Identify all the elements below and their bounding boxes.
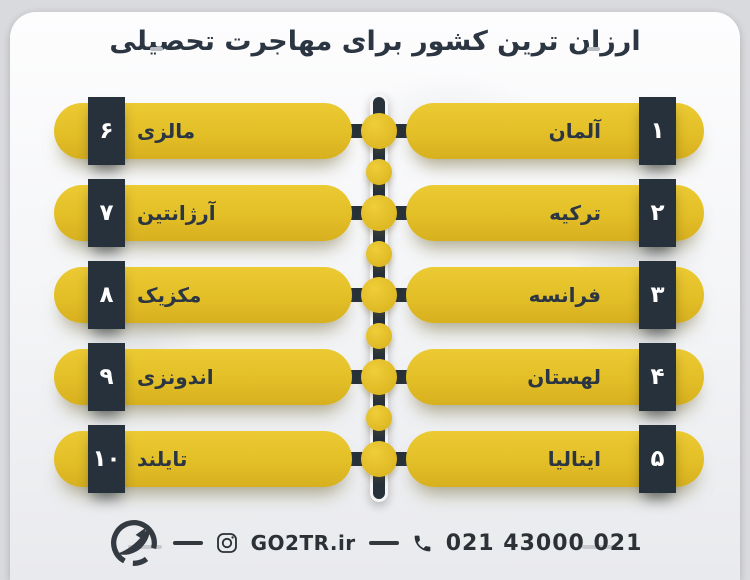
country-label: لهستان — [527, 365, 601, 389]
footer: GO2TR.ir 021 43000 021 — [0, 514, 750, 572]
rank-badge: ۱۰ — [88, 425, 125, 493]
footer-edge-dash — [582, 545, 616, 549]
rank-badge: ۱ — [639, 97, 676, 165]
timeline-dot — [366, 405, 392, 431]
timeline-dot — [361, 277, 397, 313]
page-title: ارزان ترین کشور برای مهاجرت تحصیلی — [109, 26, 641, 57]
country-label: ایتالیا — [547, 447, 601, 471]
rank-number: ۴ — [650, 364, 665, 390]
country-label: آلمان — [548, 119, 601, 143]
rank-badge: ۳ — [639, 261, 676, 329]
country-label: مالزی — [137, 119, 196, 143]
phone-icon — [412, 533, 433, 554]
timeline-dot — [366, 323, 392, 349]
rank-badge: ۶ — [88, 97, 125, 165]
timeline-dot — [361, 359, 397, 395]
rank-number: ۳ — [650, 282, 665, 308]
footer-separator — [172, 541, 203, 545]
rank-number: ۹ — [99, 364, 114, 390]
timeline-dot — [361, 195, 397, 231]
timeline-dot — [361, 113, 397, 149]
rank-number: ۱ — [650, 118, 665, 144]
title-dash — [587, 47, 600, 51]
rank-number: ۶ — [99, 118, 114, 144]
country-label: اندونزی — [137, 365, 214, 389]
timeline-dot — [366, 159, 392, 185]
timeline-dot — [361, 441, 397, 477]
title-dash — [150, 47, 163, 51]
country-label: مکزیک — [137, 283, 202, 307]
footer-separator — [368, 541, 399, 545]
rank-number: ۸ — [99, 282, 114, 308]
phone-number[interactable]: 021 43000 021 — [445, 530, 643, 556]
rank-number: ۱۰ — [92, 446, 121, 472]
brand-link[interactable]: GO2TR.ir — [250, 531, 356, 555]
rank-number: ۷ — [99, 200, 114, 226]
footer-edge-dash — [128, 545, 162, 549]
rank-badge: ۸ — [88, 261, 125, 329]
rank-number: ۵ — [650, 446, 665, 472]
instagram-icon — [216, 532, 238, 554]
go2tr-plane-logo-icon — [108, 517, 160, 569]
rank-badge: ۴ — [639, 343, 676, 411]
rank-badge: ۵ — [639, 425, 676, 493]
rank-badge: ۲ — [639, 179, 676, 247]
country-label: ترکیه — [549, 201, 601, 225]
country-label: فرانسه — [528, 283, 601, 307]
rank-badge: ۷ — [88, 179, 125, 247]
rank-badge: ۹ — [88, 343, 125, 411]
rank-number: ۲ — [650, 200, 665, 226]
country-label: آرژانتین — [137, 201, 216, 225]
country-label: تایلند — [137, 447, 188, 471]
timeline-dot — [366, 241, 392, 267]
